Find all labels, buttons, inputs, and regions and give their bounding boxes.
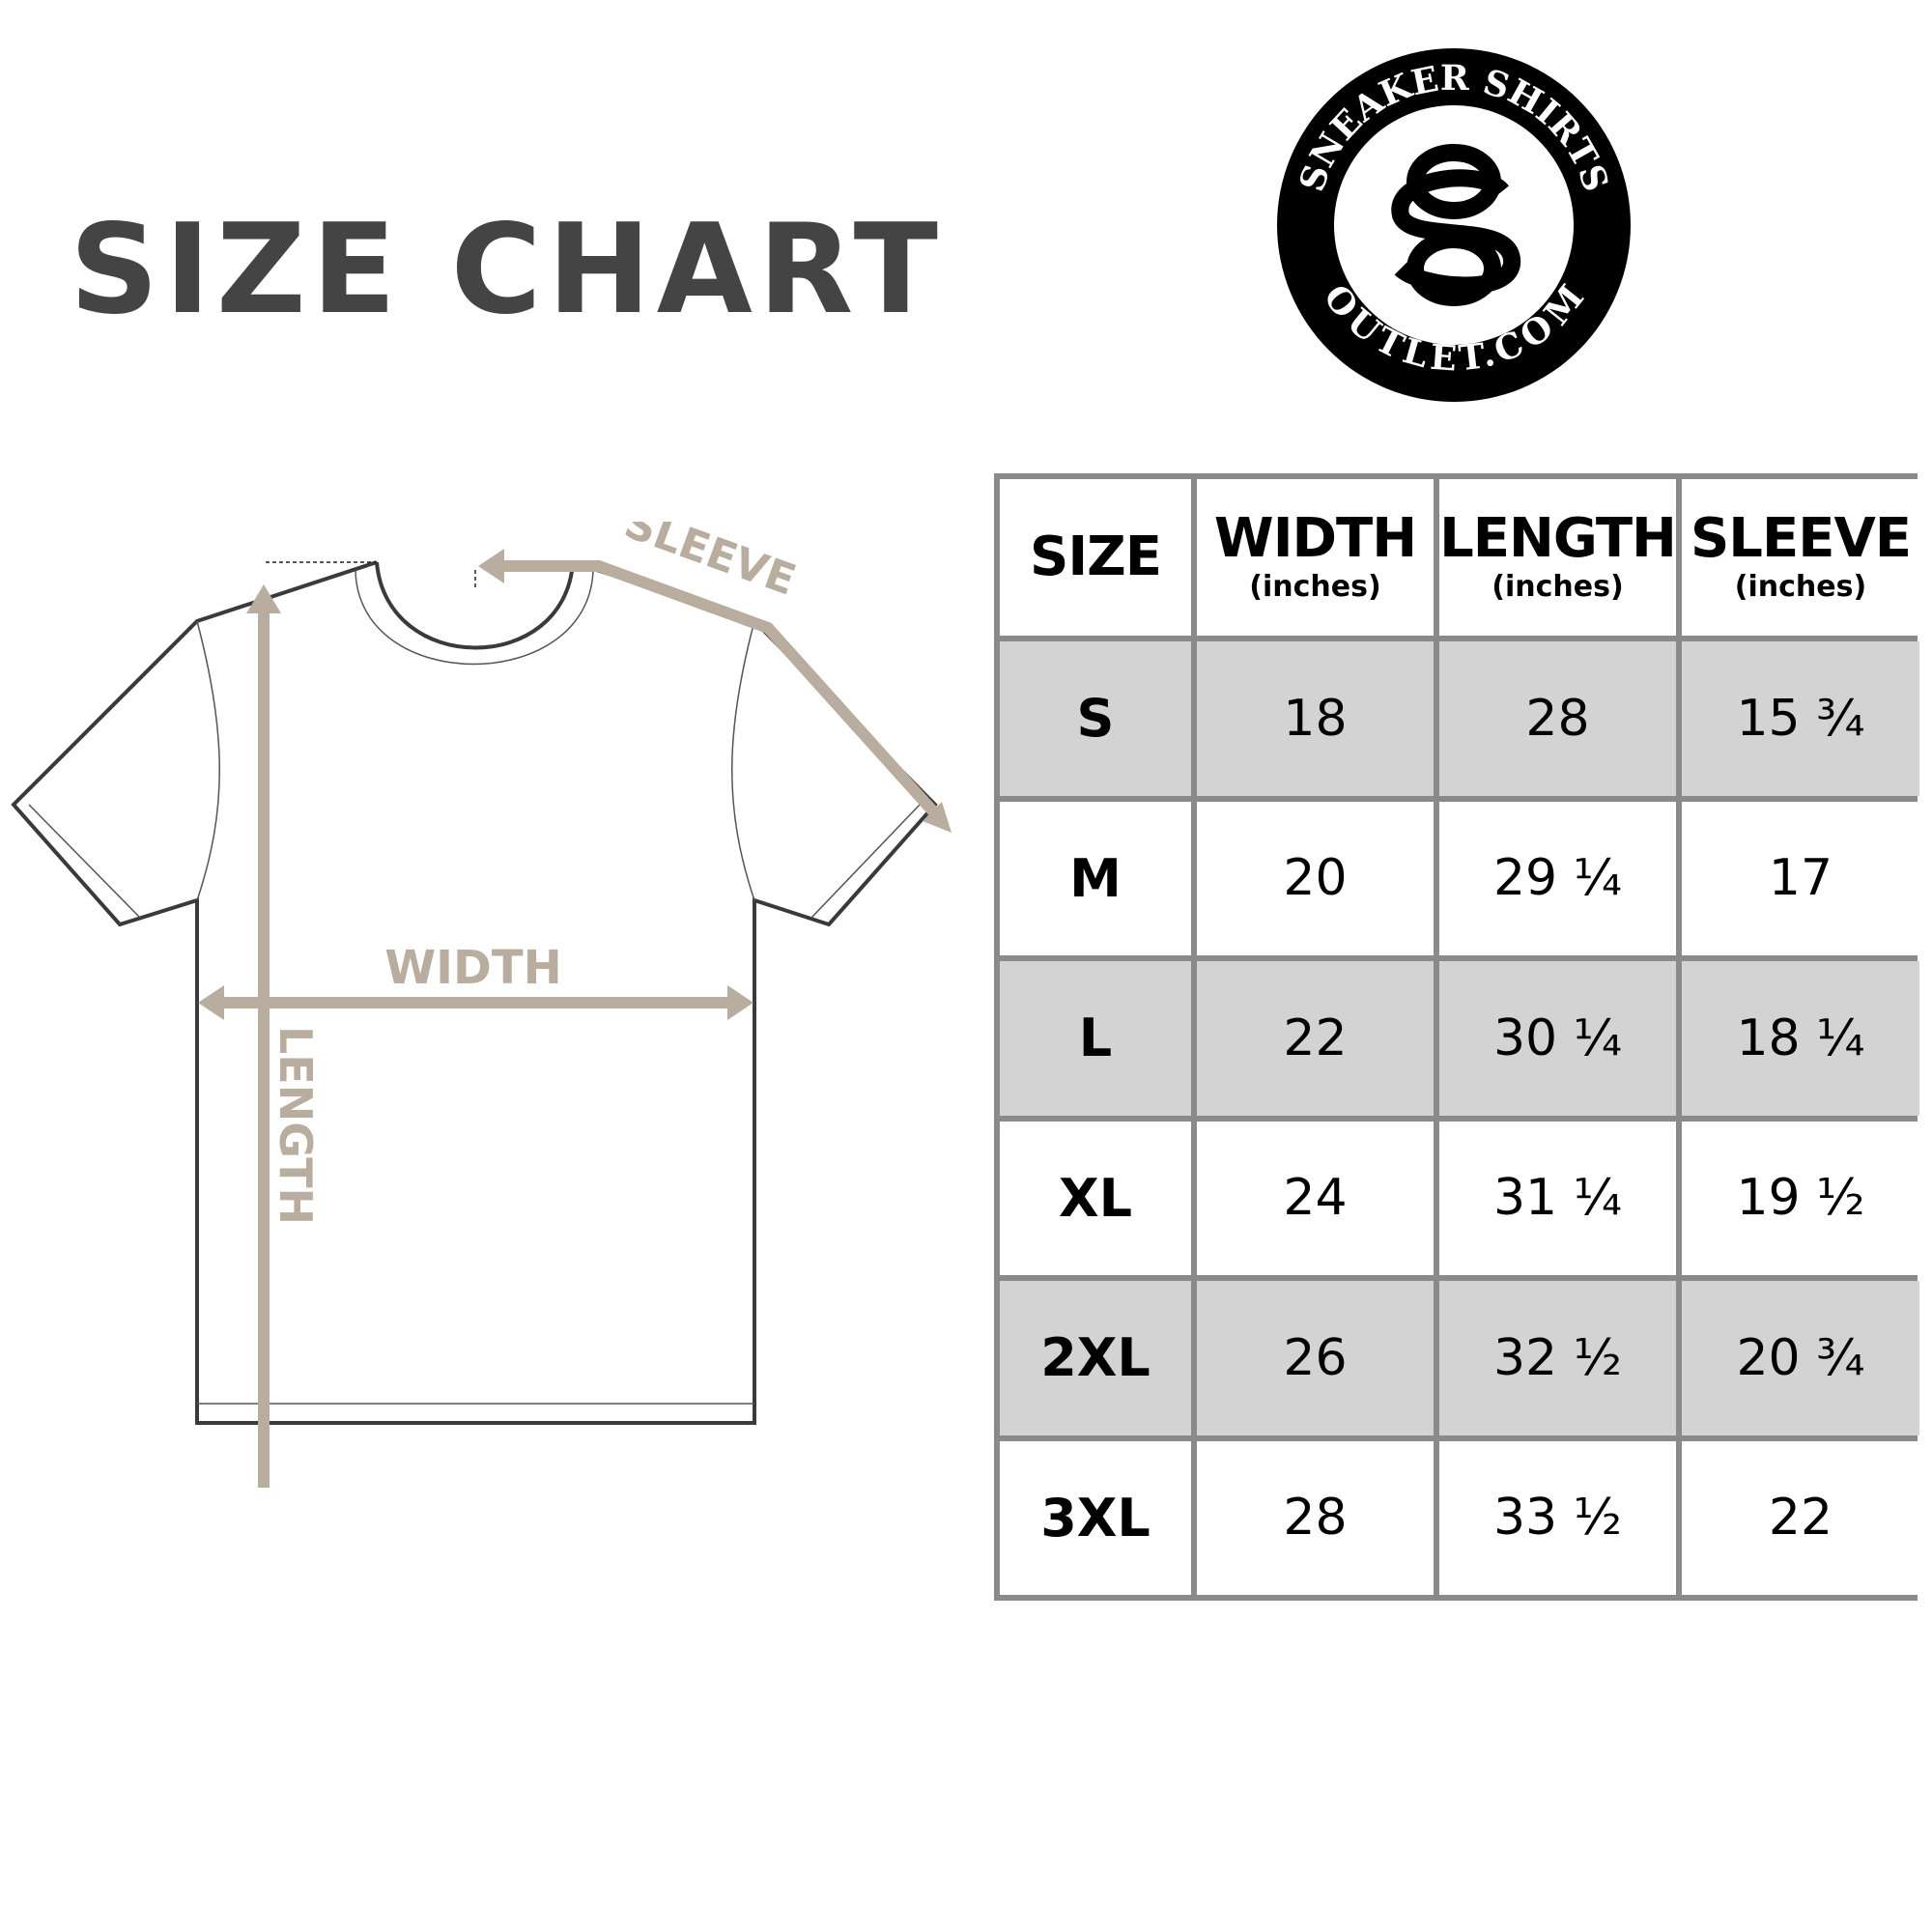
measurement-value: 19 ½	[1736, 1169, 1865, 1228]
size-label: 3XL	[1040, 1487, 1151, 1548]
measurement-value: 17	[1768, 849, 1833, 908]
table-cell: 3XL	[1000, 1440, 1191, 1595]
measurement-value: 24	[1283, 1169, 1348, 1228]
table-cell: 26	[1197, 1281, 1434, 1435]
header-sleeve: SLEEVE (inches)	[1682, 479, 1919, 636]
table-cell: M	[1000, 801, 1191, 955]
table-cell: 32 ½	[1439, 1281, 1676, 1435]
measurement-value: 32 ½	[1492, 1328, 1623, 1387]
measurement-value: 22	[1768, 1489, 1833, 1548]
table-cell: L	[1000, 961, 1191, 1116]
measurement-value: 28	[1525, 689, 1590, 748]
table-cell: 24	[1197, 1121, 1434, 1275]
table-cell: 18	[1197, 641, 1434, 796]
logo-monogram	[1391, 144, 1520, 306]
measurement-value: 20 ¾	[1736, 1328, 1865, 1387]
table-cell: 31 ¼	[1439, 1121, 1676, 1275]
brand-logo: SNEAKER SHIRTS OUTLET.COM	[1277, 48, 1631, 402]
table-cell: 2XL	[1000, 1281, 1191, 1435]
length-label: LENGTH	[270, 1026, 322, 1225]
table-cell: S	[1000, 641, 1191, 796]
size-label: S	[1076, 688, 1115, 750]
table-cell: 18 ¼	[1682, 961, 1919, 1116]
measurement-value: 26	[1283, 1328, 1348, 1387]
sleeve-label: SLEEVE	[618, 522, 802, 606]
measurement-value: 22	[1283, 1009, 1348, 1067]
table-cell: XL	[1000, 1121, 1191, 1275]
table-cell: 33 ½	[1439, 1440, 1676, 1595]
measurement-value: 31 ¼	[1492, 1169, 1623, 1228]
size-table: SIZE WIDTH (inches) LENGTH (inches) SLEEVE…	[994, 473, 1919, 1601]
table-cell: 17	[1682, 801, 1919, 955]
table-cell: 19 ½	[1682, 1121, 1919, 1275]
measurement-value: 18	[1283, 689, 1348, 748]
measurement-value: 20	[1283, 849, 1348, 908]
table-cell: 20	[1197, 801, 1434, 955]
table-cell: 28	[1439, 641, 1676, 796]
measurement-value: 30 ¼	[1492, 1009, 1623, 1067]
table-cell: 29 ¼	[1439, 801, 1676, 955]
measurement-value: 29 ¼	[1492, 849, 1623, 908]
measurement-value: 28	[1283, 1489, 1348, 1548]
size-label: 2XL	[1040, 1327, 1151, 1389]
table-cell: 15 ¾	[1682, 641, 1919, 796]
table-cell: 22	[1682, 1440, 1919, 1595]
measurement-value: 33 ½	[1492, 1489, 1623, 1548]
width-label: WIDTH	[384, 941, 562, 995]
table-cell: 30 ¼	[1439, 961, 1676, 1116]
size-label: L	[1078, 1008, 1113, 1069]
table-cell: 22	[1197, 961, 1434, 1116]
size-label: XL	[1058, 1167, 1133, 1229]
header-size: SIZE	[1000, 479, 1191, 636]
page-title: SIZE CHART	[70, 198, 944, 342]
header-width: WIDTH (inches)	[1197, 479, 1434, 636]
size-label: M	[1069, 847, 1122, 909]
header-length: LENGTH (inches)	[1439, 479, 1677, 636]
measurement-value: 18 ¼	[1736, 1009, 1865, 1067]
table-cell: 20 ¾	[1682, 1281, 1919, 1435]
tshirt-diagram: WIDTH LENGTH SLEEVE	[11, 522, 952, 1488]
table-cell: 28	[1197, 1440, 1434, 1595]
measurement-value: 15 ¾	[1736, 689, 1865, 748]
sleeve-arrow	[493, 560, 947, 826]
